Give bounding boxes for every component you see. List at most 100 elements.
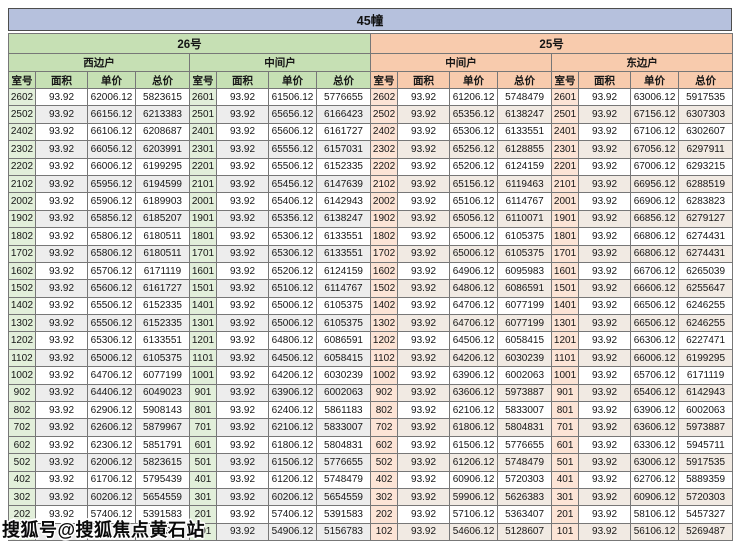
- total-price-cell: 6133551: [315, 227, 372, 246]
- room-cell: 1101: [551, 348, 580, 368]
- unit-price-cell: 64406.12: [87, 383, 136, 403]
- area-cell: 93.92: [35, 487, 88, 507]
- total-price-cell: 6119463: [497, 174, 553, 194]
- table-row: 1702 93.92 65806.12 6180511 1701 93.92 65306.1…: [8, 244, 734, 263]
- room-cell: 702: [370, 418, 399, 437]
- table-row: 1202 93.92 65306.12 6133551 1201 93.92 64806.1…: [8, 331, 734, 350]
- unit-price-cell: 63906.12: [630, 401, 680, 420]
- unit-price-cell: 66506.12: [630, 296, 680, 316]
- total-price-cell: 5833007: [315, 418, 372, 437]
- unit-price-cell: 62106.12: [449, 401, 499, 420]
- area-cell: 93.92: [397, 522, 451, 542]
- area-cell: 93.92: [216, 522, 269, 542]
- area-cell: 93.92: [578, 244, 632, 263]
- col-header-area: 面积: [35, 71, 88, 89]
- total-price-cell: 6152335: [135, 296, 190, 316]
- room-cell: 2102: [8, 174, 36, 194]
- unit-price-cell: 63606.12: [449, 383, 499, 403]
- room-cell: 401: [551, 470, 580, 489]
- total-price-cell: 6133551: [497, 122, 553, 142]
- total-price-cell: 6095983: [497, 261, 553, 281]
- room-cell: 1602: [8, 261, 36, 281]
- area-cell: 93.92: [397, 331, 451, 350]
- unit-price-cell: 61506.12: [268, 453, 317, 472]
- area-cell: 93.92: [216, 296, 269, 316]
- total-price-cell: 6199295: [678, 348, 734, 368]
- unit-price-cell: 64906.12: [449, 261, 499, 281]
- table-row: 1402 93.92 65506.12 6152335 1401 93.92 65006.1…: [8, 296, 734, 316]
- total-price-cell: 5889359: [678, 470, 734, 489]
- area-cell: 93.92: [397, 435, 451, 455]
- table-row: 602 93.92 62306.12 5851791 601 93.92 61806.12 5…: [8, 435, 734, 455]
- total-price-cell: 6152335: [315, 157, 372, 176]
- unit-price-cell: 61206.12: [449, 87, 499, 107]
- area-cell: 93.92: [578, 122, 632, 142]
- table-row: 702 93.92 62606.12 5879967 701 93.92 62106.12 5…: [8, 418, 734, 437]
- total-price-cell: 5973887: [497, 383, 553, 403]
- total-price-cell: 6124159: [497, 157, 553, 176]
- room-cell: 602: [8, 435, 36, 455]
- total-price-cell: 6185207: [135, 209, 190, 229]
- room-cell: 1601: [551, 261, 580, 281]
- unit-price-cell: 65306.12: [449, 122, 499, 142]
- area-cell: 93.92: [35, 296, 88, 316]
- total-price-cell: 6002063: [315, 383, 372, 403]
- room-cell: 101: [189, 522, 217, 542]
- building-title-bar: 45幢: [8, 8, 732, 31]
- total-price-cell: 6105375: [135, 348, 190, 368]
- room-cell: 1301: [189, 314, 217, 333]
- room-cell: 702: [8, 418, 36, 437]
- unit-price-cell: 65606.12: [87, 279, 136, 298]
- total-price-cell: 6110071: [497, 209, 553, 229]
- unit-price-cell: 60206.12: [87, 487, 136, 507]
- watermark: 搜狐号@搜狐焦点黄石站: [2, 520, 206, 540]
- unit-price-cell: 61506.12: [449, 435, 499, 455]
- unit-price-cell: 64206.12: [449, 348, 499, 368]
- building-title: 45幢: [356, 14, 384, 28]
- area-cell: 93.92: [578, 105, 632, 124]
- room-cell: 802: [8, 401, 36, 420]
- area-cell: 93.92: [397, 192, 451, 211]
- area-cell: 93.92: [35, 209, 88, 229]
- col-header-room: 室号: [551, 71, 580, 89]
- room-cell: 2101: [189, 174, 217, 194]
- room-cell: 2302: [8, 140, 36, 159]
- total-price-cell: 5363407: [497, 505, 553, 524]
- room-cell: 2301: [551, 140, 580, 159]
- table-row: 1102 93.92 65006.12 6105375 1101 93.92 64506.1…: [8, 348, 734, 368]
- area-cell: 93.92: [397, 227, 451, 246]
- unit-price-cell: 62006.12: [87, 453, 136, 472]
- area-cell: 93.92: [397, 383, 451, 403]
- room-cell: 802: [370, 401, 399, 420]
- room-cell: 1901: [551, 209, 580, 229]
- unit-price-cell: 61506.12: [268, 87, 317, 107]
- area-cell: 93.92: [35, 174, 88, 194]
- area-cell: 93.92: [397, 157, 451, 176]
- total-price-cell: 6138247: [497, 105, 553, 124]
- unit-price-cell: 65306.12: [87, 331, 136, 350]
- room-cell: 1901: [189, 209, 217, 229]
- total-price-cell: 6288519: [678, 174, 734, 194]
- total-price-cell: 6213383: [135, 105, 190, 124]
- area-cell: 93.92: [35, 122, 88, 142]
- section-header-row: 26号 25号: [7, 33, 734, 54]
- room-cell: 301: [551, 487, 580, 507]
- room-cell: 2002: [370, 192, 399, 211]
- room-cell: 2502: [370, 105, 399, 124]
- area-cell: 93.92: [35, 314, 88, 333]
- table-row: 2302 93.92 66056.12 6203991 2301 93.92 65556.1…: [8, 140, 734, 159]
- unit-price-cell: 65306.12: [268, 227, 317, 246]
- unit-price-cell: 66956.12: [630, 174, 680, 194]
- total-price-cell: 6302607: [678, 122, 734, 142]
- unit-price-cell: 65606.12: [268, 122, 317, 142]
- room-cell: 1201: [189, 331, 217, 350]
- unit-price-cell: 65006.12: [449, 227, 499, 246]
- area-cell: 93.92: [578, 314, 632, 333]
- total-price-cell: 5823615: [135, 453, 190, 472]
- area-cell: 93.92: [216, 209, 269, 229]
- col-header-room: 室号: [370, 71, 399, 89]
- total-price-cell: 6203991: [135, 140, 190, 159]
- area-cell: 93.92: [216, 435, 269, 455]
- room-cell: 1001: [551, 366, 580, 385]
- area-cell: 93.92: [397, 314, 451, 333]
